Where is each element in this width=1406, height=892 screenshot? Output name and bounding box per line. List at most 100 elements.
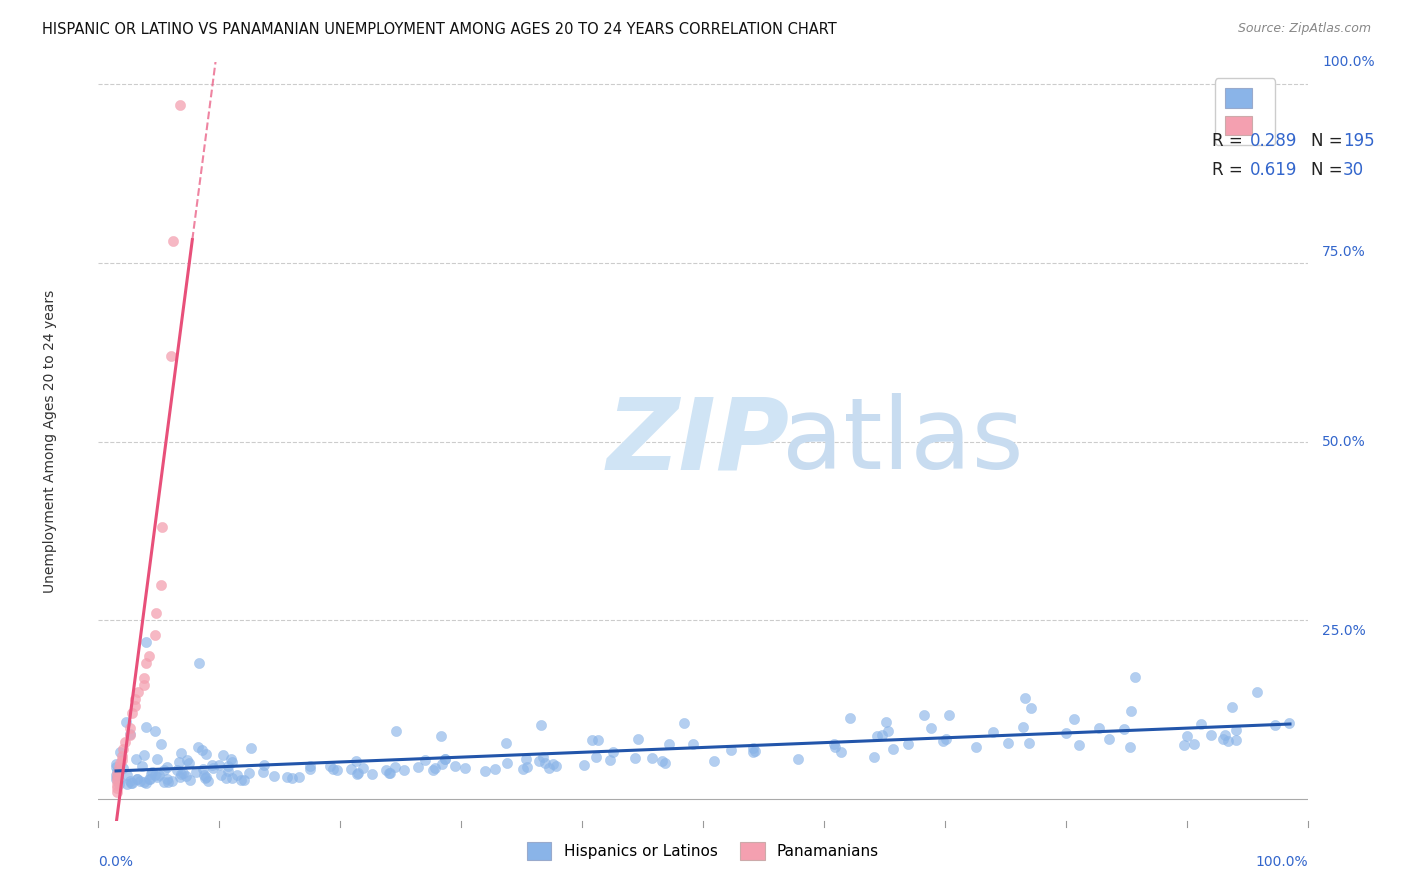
Point	[125, 772, 148, 787]
Point	[152, 764, 174, 778]
Point	[1063, 712, 1085, 726]
Point	[174, 769, 197, 783]
Point	[744, 744, 766, 758]
Point	[150, 577, 173, 591]
Point	[406, 760, 429, 774]
Point	[221, 756, 243, 770]
Point	[340, 762, 363, 776]
Point	[124, 699, 146, 714]
Point	[111, 753, 134, 767]
Point	[430, 756, 453, 771]
Point	[276, 770, 298, 784]
Point	[179, 772, 201, 787]
Point	[107, 770, 129, 784]
Point	[877, 724, 900, 739]
Point	[219, 752, 242, 766]
Point	[105, 774, 128, 789]
Point	[585, 750, 607, 764]
Point	[120, 726, 142, 740]
Point	[221, 771, 243, 785]
Point	[322, 762, 344, 776]
Point	[378, 765, 401, 780]
Point	[786, 752, 808, 766]
Point	[1018, 736, 1040, 750]
Point	[720, 743, 742, 757]
Point	[150, 737, 173, 751]
Point	[108, 777, 131, 791]
Point	[170, 767, 193, 781]
Point	[1189, 717, 1212, 731]
Point	[112, 742, 135, 756]
Point	[1012, 720, 1035, 734]
Point	[202, 761, 225, 775]
Point	[131, 758, 153, 772]
Point	[375, 763, 398, 777]
Point	[108, 773, 131, 788]
Point	[156, 760, 179, 774]
Text: 195: 195	[1343, 132, 1375, 150]
Point	[392, 763, 415, 777]
Point	[344, 754, 367, 768]
Point	[703, 754, 725, 768]
Point	[195, 770, 218, 784]
Point	[1125, 670, 1147, 684]
Text: N =: N =	[1310, 161, 1347, 179]
Point	[169, 98, 191, 112]
Point	[162, 773, 184, 788]
Point	[742, 745, 765, 759]
Point	[105, 778, 128, 792]
Text: 75.0%: 75.0%	[1322, 245, 1365, 259]
Point	[115, 777, 138, 791]
Point	[108, 756, 131, 771]
Point	[125, 772, 148, 787]
Point	[211, 768, 233, 782]
Point	[170, 746, 193, 760]
Point	[1246, 685, 1268, 699]
Point	[423, 761, 446, 775]
Point	[238, 765, 260, 780]
Point	[1114, 723, 1136, 737]
Point	[920, 721, 942, 735]
Point	[516, 760, 538, 774]
Point	[115, 768, 138, 782]
Point	[654, 756, 676, 770]
Point	[541, 756, 564, 771]
Text: 100.0%: 100.0%	[1256, 855, 1308, 869]
Text: R =: R =	[1212, 161, 1249, 179]
Point	[138, 772, 160, 787]
Point	[217, 759, 239, 773]
Point	[474, 764, 496, 778]
Point	[1216, 734, 1239, 748]
Point	[912, 708, 935, 723]
Legend: Hispanics or Latinos, Panamanians: Hispanics or Latinos, Panamanians	[520, 836, 886, 866]
Point	[965, 740, 987, 755]
Point	[191, 762, 214, 776]
Point	[105, 757, 128, 772]
Point	[453, 761, 475, 775]
Point	[194, 772, 217, 786]
Text: 100.0%: 100.0%	[1322, 55, 1375, 70]
Point	[177, 756, 200, 770]
Point	[193, 768, 215, 782]
Point	[839, 711, 862, 725]
Point	[225, 768, 247, 782]
Point	[527, 755, 550, 769]
Point	[347, 766, 370, 780]
Text: 0.289: 0.289	[1250, 132, 1298, 150]
Point	[191, 742, 214, 756]
Point	[280, 772, 302, 786]
Point	[546, 759, 568, 773]
Point	[105, 764, 128, 778]
Point	[194, 747, 217, 761]
Point	[742, 740, 765, 755]
Point	[824, 740, 846, 755]
Point	[1173, 739, 1195, 753]
Point	[129, 774, 152, 789]
Point	[866, 729, 889, 743]
Point	[531, 749, 554, 764]
Point	[176, 753, 198, 767]
Point	[157, 774, 180, 789]
Point	[1054, 726, 1077, 740]
Point	[134, 671, 156, 685]
Point	[139, 766, 162, 780]
